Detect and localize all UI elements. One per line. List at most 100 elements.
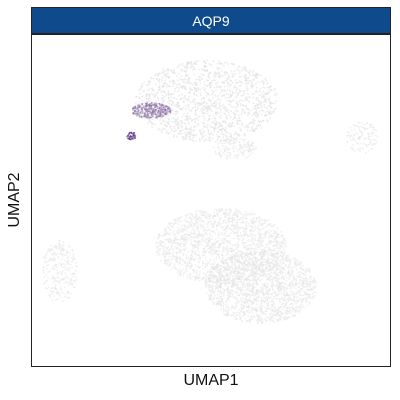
cell-point [260, 290, 263, 293]
cell-point [198, 232, 201, 234]
cell-point [218, 217, 221, 220]
cell-point [269, 251, 272, 254]
cell-point [154, 96, 156, 99]
cell-point [212, 245, 214, 247]
cell-point [49, 244, 52, 247]
cell-point [236, 241, 239, 244]
cell-point [73, 258, 76, 260]
cell-point [231, 307, 234, 309]
cell-point [214, 127, 217, 130]
cell-point [270, 296, 272, 299]
cell-point [375, 130, 378, 133]
cell-point [268, 223, 271, 226]
cell-point [60, 265, 63, 268]
cell-point [224, 228, 227, 231]
cell-point [57, 273, 59, 276]
cell-point [225, 147, 227, 149]
cell-point [186, 99, 189, 102]
cell-point [235, 86, 237, 89]
cell-point [160, 106, 163, 109]
cell-point [214, 140, 217, 143]
cell-point [197, 119, 200, 121]
cell-point [218, 85, 221, 88]
cell-point [233, 133, 236, 136]
cell-point [251, 71, 254, 74]
cell-point [143, 105, 145, 108]
cell-point [247, 88, 249, 91]
cell-point [156, 247, 159, 250]
cell-point [55, 254, 57, 256]
cell-point [215, 100, 218, 102]
cell-point [141, 110, 144, 112]
cell-point [213, 211, 216, 214]
cell-point [155, 245, 158, 248]
cell-point [216, 140, 219, 142]
cell-point [223, 61, 226, 64]
cell-point [188, 95, 191, 98]
cell-point [241, 252, 244, 255]
cell-point [191, 84, 194, 86]
cell-point [46, 279, 48, 282]
cell-point [243, 246, 246, 249]
cell-point [254, 280, 256, 283]
cell-point [238, 127, 241, 129]
cell-point [275, 230, 277, 233]
cell-point [160, 103, 163, 106]
cell-point [174, 82, 177, 85]
cell-point [162, 111, 164, 113]
cell-point [185, 233, 188, 236]
cell-point [194, 60, 197, 63]
cell-point [254, 115, 257, 117]
cell-point [188, 136, 191, 138]
cell-point [248, 244, 251, 247]
cell-point [169, 131, 172, 134]
cell-point [226, 235, 229, 238]
cell-point [156, 113, 158, 115]
cell-point [251, 152, 254, 155]
cell-point [224, 71, 227, 73]
cell-point [226, 157, 228, 160]
cell-point [194, 235, 196, 238]
cell-point [268, 86, 271, 89]
cell-point [263, 306, 266, 309]
cell-point [274, 295, 277, 297]
cell-point [214, 82, 217, 84]
cell-point [189, 128, 192, 131]
cell-point [190, 108, 192, 111]
cell-point [260, 243, 263, 245]
cell-point [227, 83, 230, 86]
cell-point [43, 269, 45, 272]
cell-point [356, 142, 359, 145]
cell-point [272, 254, 275, 257]
cell-point [61, 270, 64, 272]
cell-point [190, 212, 193, 215]
cell-point [261, 237, 264, 239]
cell-point [206, 109, 209, 112]
cell-point [227, 124, 230, 127]
cell-point [175, 238, 178, 241]
cell-point [237, 265, 239, 268]
cell-point [180, 126, 183, 129]
cell-point [152, 113, 154, 116]
cell-point [191, 275, 194, 278]
cell-point [249, 285, 252, 288]
cell-point [224, 238, 227, 241]
cell-point [231, 224, 234, 227]
cell-point [235, 291, 238, 293]
cell-point [166, 130, 169, 133]
cell-point [173, 134, 176, 136]
cell-point [291, 287, 293, 289]
cell-point [218, 73, 221, 76]
cell-point [251, 80, 253, 83]
cell-point [50, 250, 53, 252]
cell-point [138, 104, 141, 107]
cell-point [202, 248, 205, 251]
cell-point [167, 112, 170, 114]
cell-point [173, 234, 176, 237]
cell-point [204, 256, 207, 259]
cell-point [253, 121, 256, 124]
cell-point [187, 213, 190, 215]
cell-point [162, 127, 165, 130]
cell-point [174, 88, 177, 90]
cell-point [162, 82, 165, 85]
